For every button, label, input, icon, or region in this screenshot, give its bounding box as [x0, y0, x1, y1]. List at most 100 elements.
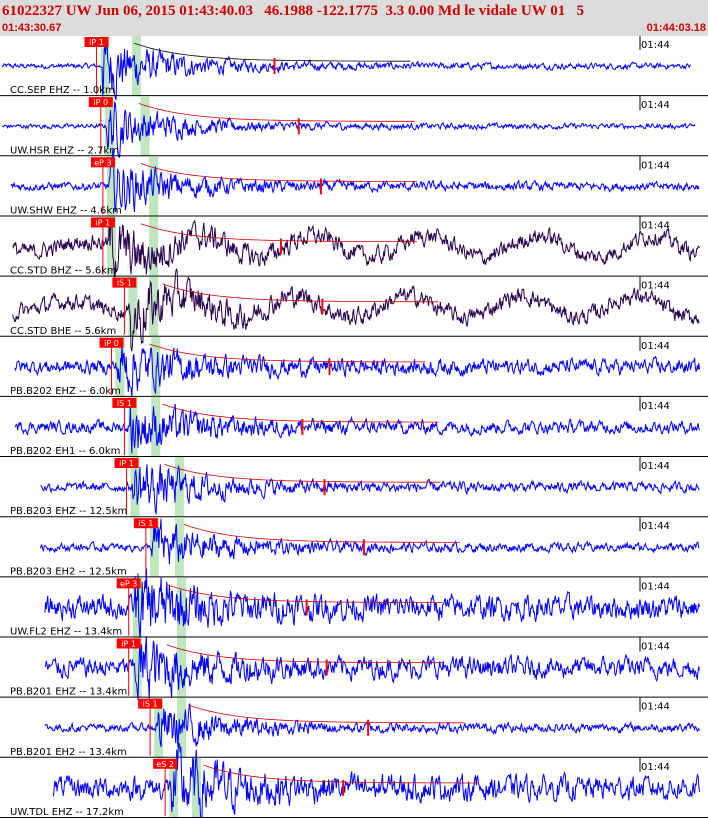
trace-row: iP 1 01:44 PB.B201 EHZ -- 13.4km	[0, 636, 708, 700]
coda-curve	[183, 524, 460, 543]
s-window	[174, 457, 184, 518]
minute-label: 01:44	[641, 581, 670, 592]
coda-curve	[203, 764, 480, 784]
minute-label: 01:44	[641, 762, 670, 773]
station-label: UW.SHW EHZ -- 4.6km	[10, 205, 122, 216]
p-window	[149, 517, 159, 578]
p-window	[106, 216, 116, 277]
station-label: CC.SEP EHZ -- 1.0km	[10, 85, 115, 96]
minute-label: 01:44	[641, 341, 670, 352]
coda-curve	[140, 223, 417, 242]
p-window	[154, 697, 164, 758]
pick-label: iP 1	[121, 640, 136, 649]
pick-flag	[116, 578, 141, 589]
s-window	[192, 757, 202, 818]
time-end-label: 01:44:03.18	[646, 22, 706, 34]
pick-flag	[88, 97, 113, 108]
pick-flag	[112, 397, 137, 408]
minute-label: 01:44	[641, 642, 670, 653]
pick-label: iP 1	[89, 38, 104, 47]
trace-row: eS 2 01:44 UW.TDL EHZ -- 17.2km	[0, 742, 708, 818]
pick-label: iS 1	[117, 279, 132, 288]
pick-label: eP 3	[94, 158, 111, 167]
waveform	[14, 343, 700, 398]
coda-curve	[166, 584, 443, 603]
pick-flag	[112, 277, 137, 288]
minute-label: 01:44	[641, 220, 670, 231]
station-label: UW.FL2 EHZ -- 13.4km	[10, 627, 122, 638]
time-start-label: 01:43:30.67	[2, 22, 62, 34]
station-label: PB.B202 EH1 -- 6.0km	[10, 446, 120, 457]
trace-row: iP 0 01:44 PB.B202 EHZ -- 6.0km	[0, 336, 708, 398]
waveform	[14, 403, 700, 454]
trace-row: iP 1 01:44 CC.SEP EHZ -- 1.0km	[0, 36, 708, 100]
pick-label: iP 0	[93, 98, 108, 107]
pick-flag	[116, 638, 141, 649]
trace-row: iP 1 01:44 CC.STD BHZ -- 5.6km	[0, 216, 708, 279]
pick-flag	[153, 758, 178, 769]
station-label: PB.B203 EH2 -- 12.5km	[10, 566, 127, 577]
p-window	[100, 36, 110, 97]
trace-row: iS 1 01:44 PB.B202 EH1 -- 6.0km	[0, 396, 708, 458]
seismogram-panel[interactable]: iP 1 01:44 CC.SEP EHZ -- 1.0km iP 0 01:44 UW.…	[0, 36, 708, 818]
waveform	[44, 703, 700, 747]
coda-curve	[149, 343, 426, 363]
minute-label: 01:44	[641, 40, 670, 51]
trace-row: iS 1 01:44 PB.B201 EH2 -- 13.4km	[0, 697, 708, 758]
coda-curve	[140, 163, 417, 182]
pick-label: iP 0	[104, 339, 119, 348]
p-window	[132, 577, 142, 638]
trace-row: eP 3 01:44 UW.FL2 EHZ -- 13.4km	[0, 568, 708, 641]
waveform	[44, 636, 700, 700]
station-label: PB.B203 EHZ -- 12.5km	[10, 506, 127, 517]
coda-curve	[187, 704, 465, 724]
waveform	[2, 101, 696, 158]
waveform	[10, 149, 700, 213]
trace-row: iS 1 01:44 CC.STD BHE -- 5.6km	[0, 268, 708, 352]
station-label: PB.B201 EH2 -- 13.4km	[10, 747, 127, 758]
minute-label: 01:44	[641, 461, 670, 472]
s-window	[149, 216, 159, 277]
header-bar: 61022327 UW Jun 06, 2015 01:43:40.03 46.…	[0, 0, 708, 36]
p-window	[128, 276, 138, 337]
trace-row: iP 1 01:44 PB.B203 EHZ -- 12.5km	[0, 457, 708, 518]
pick-flag	[84, 37, 109, 47]
minute-label: 01:44	[641, 160, 670, 171]
waveform	[12, 268, 700, 352]
coda-curve	[162, 283, 439, 303]
waveform	[44, 568, 700, 641]
station-label: CC.STD BHE -- 5.6km	[10, 326, 116, 337]
pick-label: iS 1	[138, 519, 153, 528]
coda-curve	[138, 103, 415, 122]
waveform	[53, 742, 701, 818]
waveform	[1, 38, 691, 100]
waveform	[40, 464, 700, 516]
trace-row: iS 1 01:44 PB.B203 EH2 -- 12.5km	[0, 517, 708, 578]
event-title: 61022327 UW Jun 06, 2015 01:43:40.03 46.…	[2, 3, 584, 19]
station-label: UW.HSR EHZ -- 2.7km	[10, 145, 119, 156]
waveform	[12, 218, 700, 279]
minute-label: 01:44	[641, 281, 670, 292]
coda-curve	[164, 463, 441, 483]
pick-label: iP 1	[119, 459, 134, 468]
station-label: UW.TDL EHZ -- 17.2km	[10, 807, 124, 818]
p-window	[106, 156, 116, 217]
pick-label: iP 1	[96, 218, 111, 227]
minute-label: 01:44	[641, 100, 670, 111]
trace-row: eP 3 01:44 UW.SHW EHZ -- 4.6km	[0, 149, 708, 217]
pick-flag	[114, 458, 139, 469]
minute-label: 01:44	[641, 702, 670, 713]
pick-flag	[90, 217, 115, 228]
pick-flag	[133, 518, 158, 529]
station-label: PB.B202 EHZ -- 6.0km	[10, 386, 121, 397]
pick-flag	[90, 157, 115, 168]
pick-flag	[99, 337, 124, 348]
minute-label: 01:44	[641, 401, 670, 412]
p-window	[132, 637, 142, 698]
minute-label: 01:44	[641, 521, 670, 532]
coda-curve	[134, 42, 411, 62]
pick-label: eS 2	[156, 760, 174, 769]
station-label: CC.STD BHZ -- 5.6km	[10, 266, 117, 277]
waveform	[40, 518, 700, 565]
coda-curve	[162, 403, 439, 423]
